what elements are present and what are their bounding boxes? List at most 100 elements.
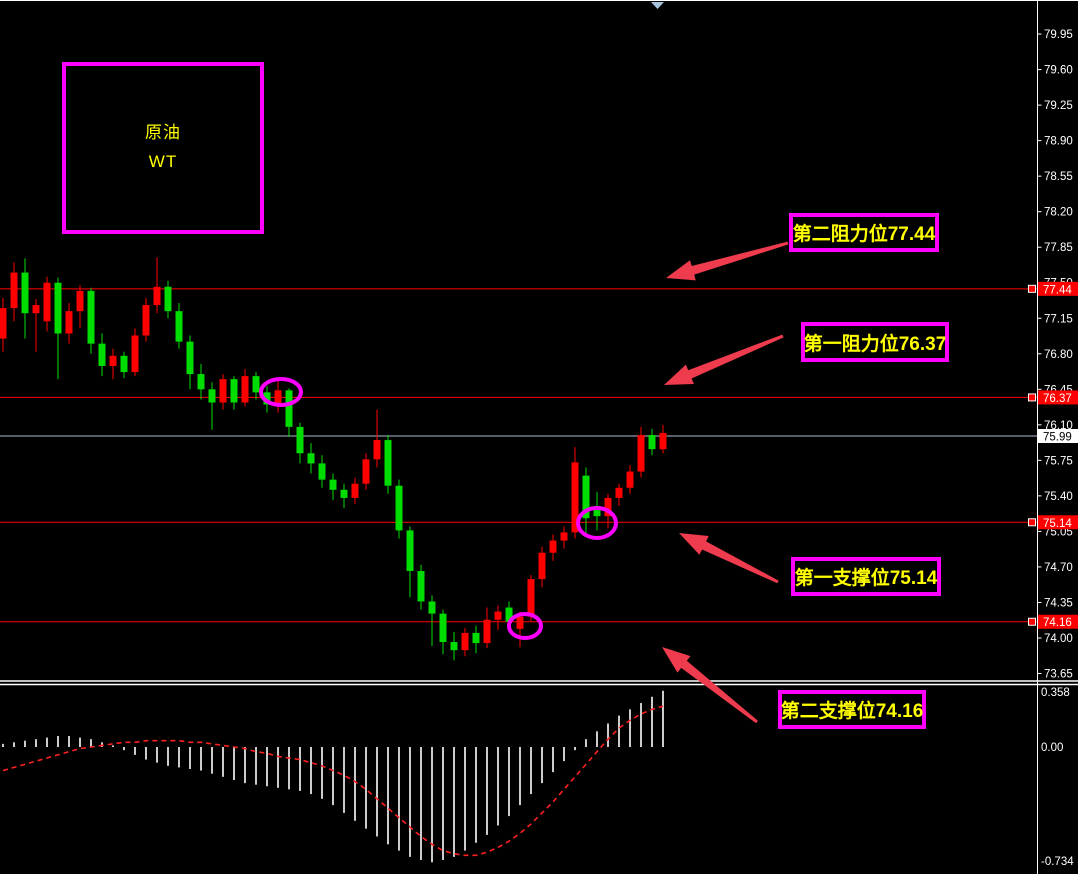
candle xyxy=(252,372,260,400)
candle xyxy=(175,303,183,349)
current-price-badge: 75.99 xyxy=(1038,429,1078,444)
candle-body xyxy=(461,632,469,651)
candle xyxy=(406,526,414,598)
candle-body xyxy=(560,532,568,541)
candle xyxy=(395,479,403,539)
candle xyxy=(560,526,568,549)
tick-label: 77.15 xyxy=(1044,313,1073,325)
candle xyxy=(208,382,216,430)
candle-body xyxy=(76,290,84,312)
candle-body xyxy=(373,440,381,460)
candle xyxy=(384,434,392,494)
candle xyxy=(417,564,425,610)
candle-body xyxy=(329,479,337,490)
candle xyxy=(241,369,249,407)
candle-body xyxy=(362,459,370,484)
candle-body xyxy=(296,426,304,454)
candle-body xyxy=(307,453,315,464)
price-badge-bg xyxy=(1038,390,1078,405)
candle-body xyxy=(516,616,524,629)
support-1-label-box[interactable]: 第一支撑位75.14 xyxy=(791,557,941,596)
price-badge-text: 74.16 xyxy=(1043,617,1072,629)
macd-histogram xyxy=(2,690,664,863)
price-badge-bg xyxy=(1038,281,1078,296)
candle-body xyxy=(186,341,194,375)
candle-body xyxy=(538,552,546,580)
indicator-max-label: 0.358 xyxy=(1041,687,1070,699)
candle-body xyxy=(32,305,40,314)
level-line-marker-resistance2[interactable] xyxy=(1028,284,1036,293)
candle-body xyxy=(648,434,656,450)
annotation-arrow-4[interactable] xyxy=(662,647,758,724)
candle xyxy=(318,455,326,488)
tick-label: 75.40 xyxy=(1044,491,1073,503)
candle-body xyxy=(637,434,645,472)
candle xyxy=(593,491,601,531)
candle-body xyxy=(274,390,282,405)
candle xyxy=(109,348,117,380)
candle xyxy=(219,374,227,410)
candle xyxy=(76,284,84,329)
candle-body xyxy=(0,308,7,339)
highlight-circle-3[interactable] xyxy=(507,612,543,640)
candle xyxy=(516,611,524,648)
candle-body xyxy=(384,440,392,486)
candle xyxy=(340,483,348,509)
candle-body xyxy=(494,611,502,620)
candle-body xyxy=(219,379,227,403)
tick-label: 76.80 xyxy=(1044,349,1073,361)
candle-body xyxy=(582,475,590,519)
candle-body xyxy=(549,540,557,553)
support-1-label: 第一支撑位75.14 xyxy=(794,568,938,589)
candle-body xyxy=(417,570,425,602)
candle-body xyxy=(626,471,634,488)
level-line-marker-support1[interactable] xyxy=(1028,518,1036,527)
candle xyxy=(582,467,590,535)
candle xyxy=(296,422,304,464)
candle-body xyxy=(109,355,117,366)
price-badge-text: 76.37 xyxy=(1043,393,1072,405)
candle xyxy=(197,363,205,400)
tick-label: 73.65 xyxy=(1044,669,1073,681)
annotation-arrow-1[interactable] xyxy=(666,241,789,281)
candle xyxy=(637,426,645,478)
level-line-marker-support2[interactable] xyxy=(1028,617,1036,626)
tick-label: 79.25 xyxy=(1044,100,1073,112)
resistance-2-label-box[interactable]: 第二阻力位77.44 xyxy=(789,213,939,252)
candle xyxy=(615,483,623,507)
candle-body xyxy=(615,487,623,498)
scroll-to-end-icon[interactable] xyxy=(651,2,664,9)
candlesticks xyxy=(0,257,667,661)
annotation-arrow-3[interactable] xyxy=(679,533,779,584)
candle-body xyxy=(428,601,436,614)
candle xyxy=(0,297,7,352)
candle xyxy=(439,609,447,655)
highlight-circle-1[interactable] xyxy=(259,377,303,407)
level-line-marker-resistance1[interactable] xyxy=(1028,393,1036,402)
price-badge-resistance1: 76.37 xyxy=(1038,390,1078,405)
tick-label: 74.35 xyxy=(1044,597,1073,609)
tick-label: 79.95 xyxy=(1044,29,1073,41)
candle xyxy=(659,424,667,454)
support-2-label-box[interactable]: 第二支撑位74.16 xyxy=(778,690,926,729)
candle xyxy=(329,473,337,500)
annotation-arrow-2[interactable] xyxy=(664,334,784,385)
resistance-1-label-box[interactable]: 第一阻力位76.37 xyxy=(801,322,949,362)
candle xyxy=(274,379,282,413)
highlight-circle-2[interactable] xyxy=(576,506,618,540)
price-badge-text: 77.44 xyxy=(1043,284,1072,296)
candle-body xyxy=(659,432,667,450)
candle xyxy=(472,625,480,654)
tick-label: 78.90 xyxy=(1044,136,1073,148)
candle-body xyxy=(230,379,238,403)
candle-body xyxy=(318,463,326,480)
price-badge-support2: 74.16 xyxy=(1038,614,1078,629)
symbol-label-box[interactable]: 原油 WT xyxy=(62,62,264,234)
tick-label: 75.05 xyxy=(1044,526,1073,538)
price-badge-text: 75.14 xyxy=(1043,518,1072,530)
tick-label: 74.00 xyxy=(1044,633,1073,645)
candle xyxy=(285,388,293,438)
candle-body xyxy=(131,335,139,373)
